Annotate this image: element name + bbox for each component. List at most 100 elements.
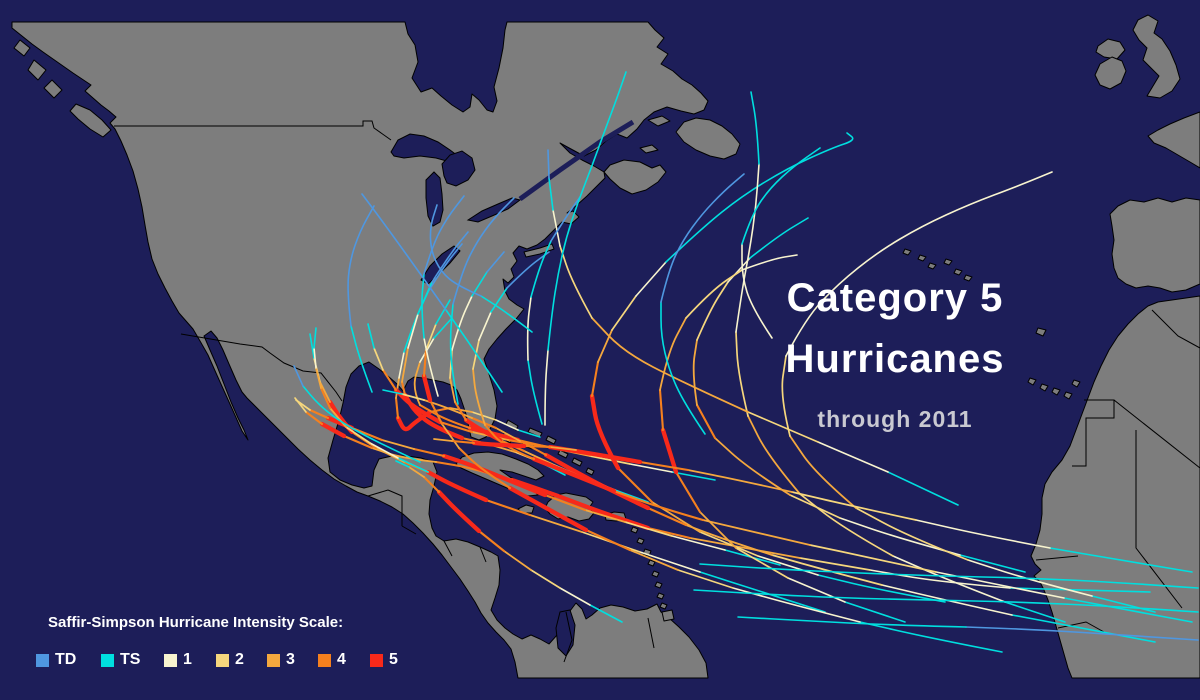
hurricane-track-6-segment-c4 xyxy=(695,403,717,440)
hurricane-track-7-segment-c4 xyxy=(590,360,600,398)
legend-swatch-3 xyxy=(267,653,280,667)
hurricane-track-10-segment-c1 xyxy=(735,163,760,333)
hurricane-track-19-segment-ts xyxy=(313,327,317,349)
hurricane-track-19-segment-c1 xyxy=(313,347,317,369)
hurricane-track-12-segment-ts xyxy=(309,333,315,359)
hurricane-track-9-segment-c4 xyxy=(658,388,665,432)
hurricane-track-5-segment-c4 xyxy=(308,408,330,420)
hurricane-track-13-segment-c2 xyxy=(791,491,917,521)
hurricane-track-5-segment-c4 xyxy=(412,447,446,458)
landmass-lesser-antilles xyxy=(630,526,675,622)
hurricane-track-32-segment-c5 xyxy=(471,440,527,449)
hurricane-track-15-segment-c3 xyxy=(449,377,456,403)
hurricane-track-31-segment-ts xyxy=(480,295,533,333)
hurricane-track-6-segment-c2 xyxy=(696,281,729,341)
landmass-newfoundland xyxy=(675,117,741,160)
hurricane-track-19-segment-c3 xyxy=(315,367,322,389)
legend-swatch-td xyxy=(36,653,49,667)
hurricane-track-4-segment-ts xyxy=(671,471,716,481)
hurricane-track-31-segment-td xyxy=(429,204,482,297)
hurricane-track-7-segment-c1 xyxy=(635,261,667,297)
legend-swatch-5 xyxy=(370,653,383,667)
hurricane-track-3-segment-c3 xyxy=(401,347,409,383)
hurricane-track-6-segment-c3 xyxy=(692,339,698,406)
hurricane-track-10-segment-ts xyxy=(750,91,760,165)
legend-item-ts: TS xyxy=(101,651,140,669)
hurricane-track-18-segment-ts xyxy=(395,460,410,468)
hurricane-track-9-segment-c1 xyxy=(741,254,798,271)
hurricane-track-4-segment-c3 xyxy=(413,361,421,406)
hurricane-track-29-segment-td xyxy=(965,626,1199,641)
hurricane-track-6-segment-c1 xyxy=(727,257,751,283)
hurricane-track-17-segment-ts xyxy=(1063,597,1193,623)
hurricane-track-15-segment-ts xyxy=(614,489,649,503)
hurricane-track-18-segment-c3 xyxy=(408,466,425,478)
hurricane-track-17-segment-td xyxy=(506,251,550,289)
hurricane-track-11-segment-c1 xyxy=(817,441,889,473)
hurricane-track-14-segment-c3 xyxy=(423,399,473,419)
hurricane-track-12-segment-ts xyxy=(699,571,826,613)
hurricane-track-10-segment-ts xyxy=(1004,601,1066,623)
hurricane-track-5-segment-c3 xyxy=(381,439,415,450)
hurricane-track-19-segment-c4 xyxy=(319,386,332,410)
hurricane-track-1-segment-c4 xyxy=(646,526,692,540)
hurricane-track-15-segment-ts xyxy=(471,271,488,297)
hurricane-track-1-segment-ts xyxy=(1009,587,1151,593)
hurricane-track-23-segment-ts xyxy=(445,309,503,393)
hurricane-tracks-layer xyxy=(293,71,1199,653)
legend-item-4: 4 xyxy=(318,651,346,669)
hurricane-track-16-segment-c2 xyxy=(677,569,734,589)
border-central-america xyxy=(367,489,487,563)
hurricane-track-18-segment-c2 xyxy=(530,569,561,589)
hurricane-track-32-segment-c3 xyxy=(433,438,453,442)
hurricane-track-15-segment-c4 xyxy=(453,400,468,422)
hurricane-track-17-segment-c1 xyxy=(478,311,492,341)
hurricane-track-14-segment-c2 xyxy=(401,393,425,401)
hurricane-track-16-segment-c4 xyxy=(584,528,632,552)
hurricane-track-9-segment-c3 xyxy=(699,511,737,549)
hurricane-track-8-segment-c1 xyxy=(967,559,1093,597)
hurricane-track-9-segment-ts xyxy=(844,601,906,623)
hurricane-track-1-segment-c5 xyxy=(509,477,651,531)
hurricane-track-30-segment-c1 xyxy=(544,349,549,426)
landmass-anticosti xyxy=(647,115,671,127)
border-africa-mauritania-mali xyxy=(1135,430,1183,609)
hurricane-track-6-segment-ts xyxy=(959,554,1026,573)
hurricane-track-9-segment-c3 xyxy=(659,317,687,391)
hurricane-track-18-segment-c3 xyxy=(503,550,532,571)
hurricane-track-4-segment-c2 xyxy=(589,455,631,465)
hurricane-track-24-segment-ts xyxy=(527,359,543,425)
landmass-ireland xyxy=(1094,56,1127,90)
hurricane-track-7-segment-c5 xyxy=(589,393,621,471)
hurricane-track-14-segment-ts xyxy=(1011,614,1156,643)
hurricane-track-10-segment-c3 xyxy=(747,415,801,495)
hurricane-track-11-segment-c3 xyxy=(591,317,749,413)
hurricane-track-13-segment-c2 xyxy=(373,347,384,371)
hurricane-track-17-segment-c3 xyxy=(472,368,486,426)
legend-label: 2 xyxy=(235,651,244,668)
hurricane-track-4-segment-ts xyxy=(433,317,453,339)
landmass-alaska-islands xyxy=(13,39,63,99)
hurricane-track-3-segment-c4 xyxy=(400,380,407,397)
hurricane-track-24-segment-td xyxy=(550,196,581,242)
hurricane-track-1-segment-c2 xyxy=(799,557,871,571)
hurricane-track-13-segment-ts xyxy=(1049,547,1193,573)
hurricane-track-7-segment-c1 xyxy=(757,555,819,576)
hurricane-track-14-segment-c2 xyxy=(771,554,883,586)
hurricane-track-11-segment-c2 xyxy=(559,245,593,319)
hurricane-track-12-segment-c3 xyxy=(319,381,331,403)
hurricane-track-13-segment-c5 xyxy=(547,444,643,465)
hurricane-track-24-segment-ts xyxy=(530,240,552,298)
hurricane-track-5-segment-c4 xyxy=(350,426,384,442)
hurricane-track-32-segment-c4 xyxy=(522,444,552,449)
hurricane-track-16-segment-c3 xyxy=(629,549,679,571)
landmass-canary-islands xyxy=(1027,377,1081,400)
hurricane-track-7-segment-c3 xyxy=(597,329,613,363)
hurricane-track-8-segment-c3 xyxy=(789,435,857,509)
hurricane-track-17-segment-c4 xyxy=(612,489,705,522)
hurricane-track-33-segment-ts xyxy=(302,385,421,463)
border-africa-west-sahara xyxy=(1072,399,1115,467)
landmass-long-island xyxy=(523,243,555,258)
